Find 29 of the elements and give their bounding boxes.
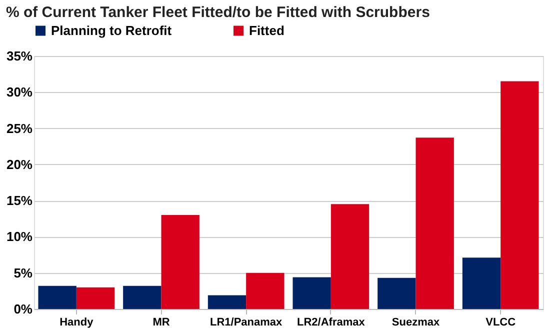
x-tick-label: MR — [152, 316, 170, 328]
y-tick-label: 0% — [14, 302, 33, 316]
y-tick-label: 15% — [6, 193, 33, 208]
bar — [416, 138, 454, 309]
y-tick-label: 20% — [6, 156, 33, 172]
y-tick-label: 10% — [6, 229, 33, 244]
bar — [500, 81, 539, 309]
x-tick-label: LR2/Aframax — [296, 316, 366, 328]
x-tick-label: LR1/Panamax — [210, 316, 284, 328]
bar — [161, 215, 200, 309]
bar — [76, 287, 115, 309]
x-tick-label: Handy — [60, 316, 94, 328]
bar — [292, 277, 331, 309]
legend-label: Planning to Retrofit — [51, 22, 172, 38]
bar — [38, 286, 76, 309]
x-tick-label: Suezmax — [392, 316, 440, 328]
bar — [246, 272, 284, 309]
y-tick-label: 35% — [6, 48, 33, 64]
bar — [330, 204, 370, 309]
y-tick-label: 30% — [6, 84, 33, 100]
legend-label: Fitted — [249, 22, 284, 38]
bar — [123, 286, 162, 309]
x-tick-label: VLCC — [486, 316, 516, 328]
bar — [462, 258, 501, 309]
y-tick-label: 25% — [6, 120, 33, 136]
chart-title: % of Current Tanker Fleet Fitted/to be Fitted with Scrubbers — [6, 4, 430, 21]
y-tick-label: 5% — [14, 265, 33, 280]
bar — [378, 278, 416, 309]
bar — [208, 295, 246, 309]
